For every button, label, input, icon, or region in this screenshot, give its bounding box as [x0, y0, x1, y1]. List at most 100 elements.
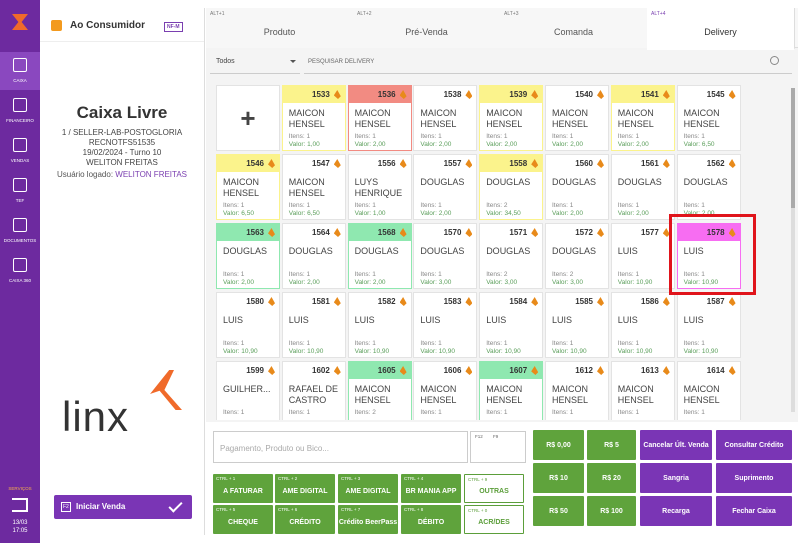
delivery-card[interactable]: 1538 MAICON HENSEL Itens: 1 Valor: 2,00	[413, 85, 478, 151]
delivery-card[interactable]: 1539 MAICON HENSEL Itens: 1 Valor: 2,00	[479, 85, 544, 151]
delivery-card[interactable]: 1602 RAFAEL DE CASTRO Itens: 1	[281, 361, 346, 420]
add-card[interactable]: +	[216, 85, 280, 151]
tab[interactable]: ALT+4 Delivery	[647, 8, 795, 50]
card-items: Itens: 2	[354, 409, 376, 416]
delivery-card[interactable]: 1580 LUIS Itens: 1 Valor: 10,90	[216, 292, 280, 358]
nav-label[interactable]: FINANCEIRO	[6, 118, 34, 123]
nav-label[interactable]: TEF	[15, 198, 25, 203]
payment-button[interactable]: CTRL + 6 CRÉDITO	[275, 505, 335, 534]
nav-icon[interactable]	[13, 218, 27, 232]
delivery-card[interactable]: 1536 MAICON HENSEL Itens: 1 Valor: 2,00	[347, 85, 412, 151]
status-line: WELITON FREITAS	[86, 158, 158, 167]
filter[interactable]: Todos	[210, 50, 300, 74]
delivery-card[interactable]: 1541 MAICON HENSEL Itens: 1 Valor: 2,00	[610, 85, 675, 151]
nav-icon[interactable]	[13, 178, 27, 192]
card-items: Itens: 1	[552, 340, 574, 347]
delivery-card[interactable]: 1570 DOUGLAS Itens: 1 Valor: 3,00	[413, 223, 478, 289]
customer-bar[interactable]: Ao Consumidor NF-M	[40, 8, 204, 42]
delivery-card[interactable]: 1584 LUIS Itens: 1 Valor: 10,90	[479, 292, 544, 358]
delivery-card[interactable]: 1556 LUYS HENRIQUE Itens: 1 Valor: 1,00	[347, 154, 412, 220]
delivery-card[interactable]: 1547 MAICON HENSEL Itens: 1 Valor: 6,50	[281, 154, 346, 220]
delivery-card[interactable]: 1545 MAICON HENSEL Itens: 1 Valor: 6,50	[676, 85, 741, 151]
action-button[interactable]: Cancelar Últ. Venda	[640, 430, 712, 460]
payment-button[interactable]: CTRL + 1 A FATURAR	[213, 474, 273, 503]
delivery-card[interactable]: 1560 DOUGLAS Itens: 1 Valor: 2,00	[545, 154, 609, 220]
tab[interactable]: ALT+1 Produto	[206, 8, 354, 48]
delivery-card[interactable]: 1577 LUIS Itens: 1 Valor: 10,90	[610, 223, 675, 289]
action-button[interactable]: Consultar Crédito	[716, 430, 792, 460]
delivery-card[interactable]: 1612 MAICON HENSEL Itens: 1	[545, 361, 609, 420]
nav-label[interactable]: VENDAS	[10, 158, 30, 163]
delivery-card[interactable]: 1585 LUIS Itens: 1 Valor: 10,90	[545, 292, 609, 358]
action-button[interactable]: Recarga	[640, 496, 712, 526]
card-items: Itens: 1	[617, 133, 640, 140]
nav-icon[interactable]	[13, 258, 27, 272]
action-button[interactable]: R$ 5	[587, 430, 636, 460]
delivery-card[interactable]: 1546 MAICON HENSEL Itens: 1 Valor: 6,50	[216, 154, 280, 220]
delivery-card[interactable]: 1613 MAICON HENSEL Itens: 1	[610, 361, 675, 420]
card-name: DOUGLAS	[683, 177, 728, 187]
search[interactable]: PESQUISAR DELIVERY	[304, 50, 792, 74]
action-button[interactable]: R$ 50	[533, 496, 584, 526]
exit-icon[interactable]	[12, 498, 28, 512]
delivery-card[interactable]: 1561 DOUGLAS Itens: 1 Valor: 2,00	[610, 154, 675, 220]
delivery-card[interactable]: 1564 DOUGLAS Itens: 1 Valor: 2,00	[281, 223, 346, 289]
delivery-card[interactable]: 1572 DOUGLAS Itens: 2 Valor: 3,00	[545, 223, 609, 289]
payment-button[interactable]: CTRL + 9 OUTRAS	[464, 474, 524, 503]
nav-icon[interactable]	[13, 58, 27, 72]
delivery-card[interactable]: 1563 DOUGLAS Itens: 1 Valor: 2,00	[216, 223, 280, 289]
action-button[interactable]: R$ 0,00	[533, 430, 584, 460]
card-items: Itens: 2	[486, 202, 508, 209]
action-button[interactable]: R$ 20	[587, 463, 636, 493]
nav-label[interactable]: CAIXA	[13, 78, 27, 83]
payment-button[interactable]: CTRL + 4 BR MANIA APP	[401, 474, 461, 503]
delivery-card[interactable]: 1587 LUIS Itens: 1 Valor: 10,90	[676, 292, 741, 358]
delivery-card[interactable]: 1607 MAICON HENSEL Itens: 1	[479, 361, 544, 420]
delivery-card[interactable]: 1583 LUIS Itens: 1 Valor: 10,90	[413, 292, 478, 358]
delivery-card[interactable]: 1606 MAICON HENSEL Itens: 1	[413, 361, 478, 420]
key[interactable]: F9	[493, 434, 499, 439]
delivery-card[interactable]: 1568 DOUGLAS Itens: 1 Valor: 2,00	[347, 223, 412, 289]
payment-button[interactable]: CTRL + 5 CHEQUE	[213, 505, 273, 534]
delivery-card[interactable]: 1581 LUIS Itens: 1 Valor: 10,90	[281, 292, 346, 358]
card-name: LUIS	[552, 315, 573, 325]
delivery-card[interactable]: 1557 DOUGLAS Itens: 1 Valor: 2,00	[413, 154, 478, 220]
card-value: Valor: 2,00	[420, 141, 452, 148]
action-button[interactable]: Fechar Caixa	[716, 496, 792, 526]
delivery-card[interactable]: 1578 LUIS Itens: 1 Valor: 10,90	[676, 223, 741, 289]
tab[interactable]: ALT+3 Comanda	[500, 8, 648, 48]
nav-label[interactable]: CAIXA 360	[8, 278, 31, 283]
input[interactable]: Pagamento, Produto ou Bico...	[213, 431, 468, 463]
services[interactable]: SERVIÇOS	[8, 486, 32, 491]
flame-icon	[399, 366, 407, 375]
key[interactable]: F12	[475, 434, 483, 439]
delivery-card[interactable]: 1562 DOUGLAS Itens: 1 Valor: 2,00	[676, 154, 741, 220]
card-items: Itens: 1	[223, 340, 245, 347]
payment-button[interactable]: CTRL + 8 DÉBITO	[401, 505, 461, 534]
action-button[interactable]: R$ 100	[587, 496, 636, 526]
delivery-card[interactable]: 1614 MAICON HENSEL Itens: 1	[676, 361, 741, 420]
action-button[interactable]: Sangria	[640, 463, 712, 493]
delivery-card[interactable]: 1558 DOUGLAS Itens: 2 Valor: 34,50	[479, 154, 544, 220]
card-name: MAICON HENSEL	[552, 108, 589, 129]
payment-button[interactable]: CTRL + 7 Crédito BeerPass	[338, 505, 398, 534]
start-button[interactable]: F2 Iniciar Venda	[54, 495, 192, 519]
delivery-card[interactable]: 1599 GUILHER... Itens: 1	[216, 361, 280, 420]
delivery-card[interactable]: 1533 MAICON HENSEL Itens: 1 Valor: 1,00	[281, 85, 346, 151]
nav-icon[interactable]	[13, 98, 27, 112]
action-button[interactable]: R$ 10	[533, 463, 584, 493]
payment-button[interactable]: CTRL + 0 ACR/DES	[464, 505, 524, 534]
delivery-card[interactable]: 1605 MAICON HENSEL Itens: 2	[347, 361, 412, 420]
delivery-card[interactable]: 1582 LUIS Itens: 1 Valor: 10,90	[347, 292, 412, 358]
payment-button[interactable]: CTRL + 2 AME DIGITAL	[275, 474, 335, 503]
nav-label[interactable]: DOCUMENTOS	[3, 238, 37, 243]
tab[interactable]: ALT+2 Pré-Venda	[353, 8, 501, 48]
scroll-thumb[interactable]	[791, 88, 795, 208]
delivery-card[interactable]: 1540 MAICON HENSEL Itens: 1 Valor: 2,00	[545, 85, 609, 151]
delivery-card[interactable]: 1571 DOUGLAS Itens: 2 Valor: 3,00	[479, 223, 544, 289]
action-button[interactable]: Suprimento	[716, 463, 792, 493]
nav-icon[interactable]	[13, 138, 27, 152]
card-items: Itens: 1	[223, 202, 245, 209]
payment-button[interactable]: CTRL + 3 AME DIGITAL	[338, 474, 398, 503]
delivery-card[interactable]: 1586 LUIS Itens: 1 Valor: 10,90	[610, 292, 675, 358]
